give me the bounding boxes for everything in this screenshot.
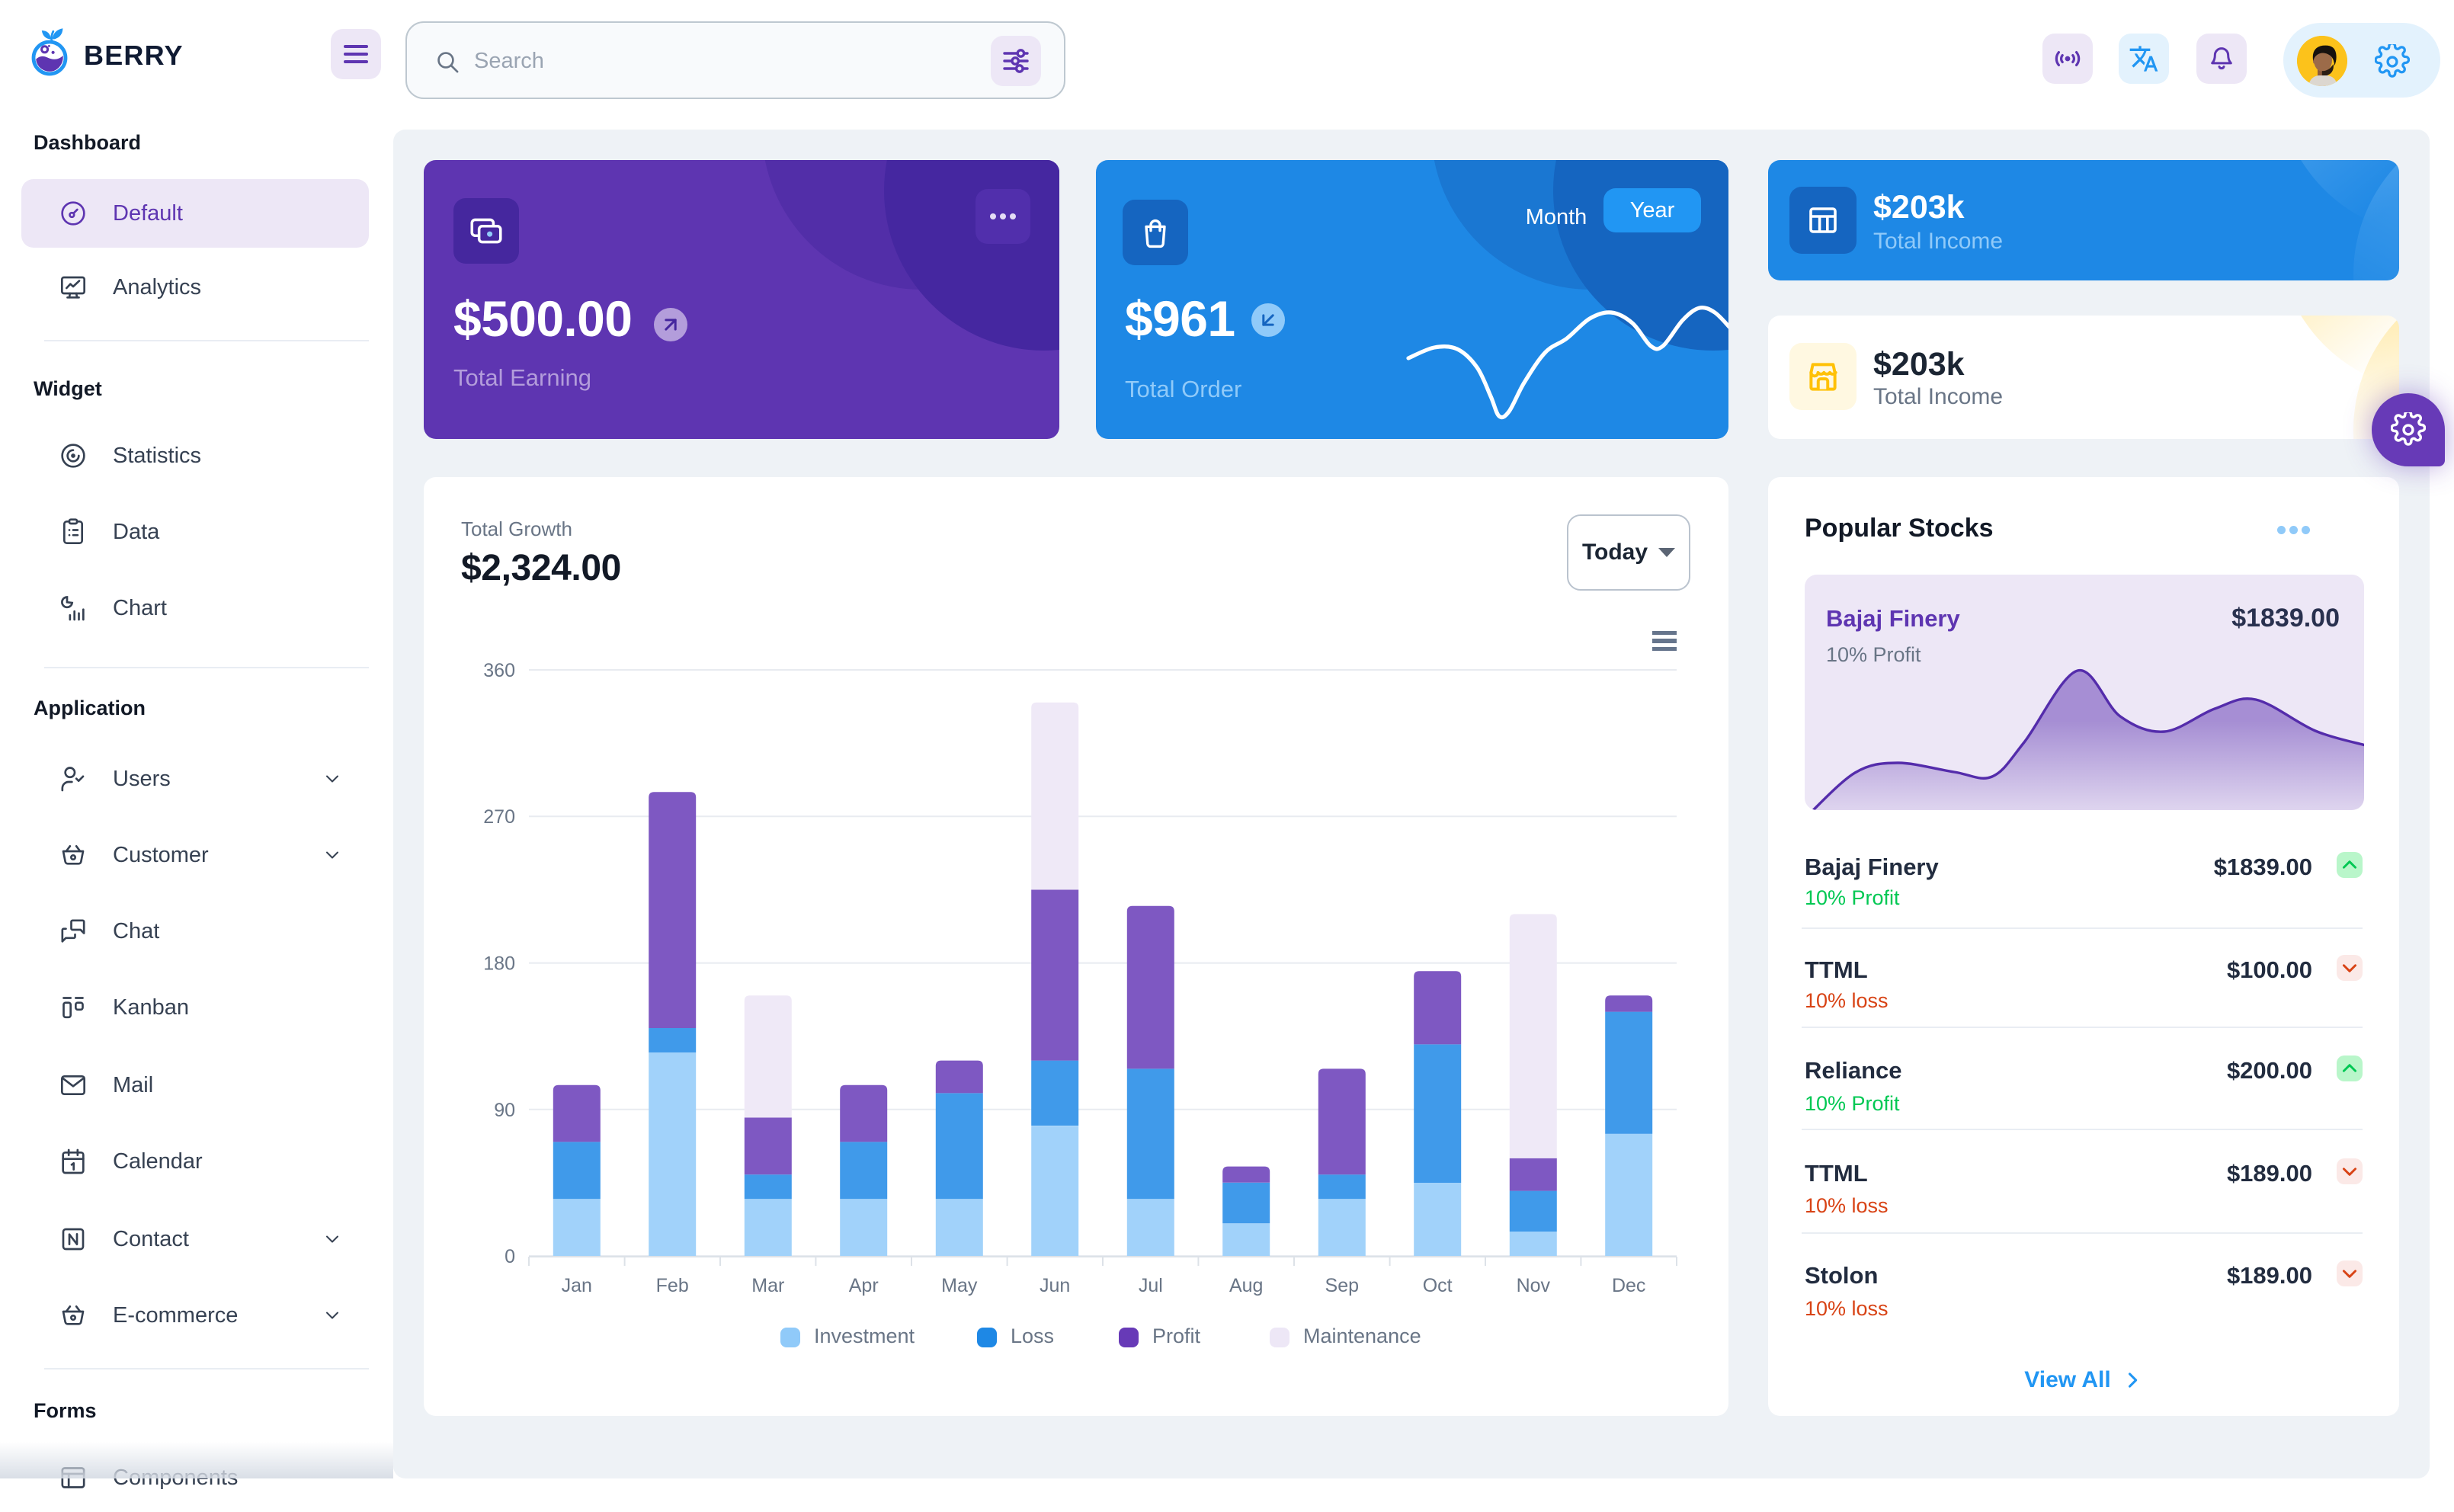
- svg-text:Dec: Dec: [1612, 1275, 1645, 1296]
- svg-text:0: 0: [505, 1246, 515, 1267]
- svg-text:Feb: Feb: [656, 1275, 689, 1296]
- svg-text:90: 90: [494, 1100, 515, 1121]
- svg-text:Jul: Jul: [1139, 1275, 1163, 1296]
- svg-text:180: 180: [483, 953, 515, 974]
- svg-text:Mar: Mar: [751, 1275, 784, 1296]
- svg-text:Jan: Jan: [562, 1275, 592, 1296]
- svg-text:Sep: Sep: [1325, 1275, 1359, 1296]
- svg-text:Jun: Jun: [1040, 1275, 1070, 1296]
- svg-text:Nov: Nov: [1517, 1275, 1551, 1296]
- svg-text:May: May: [941, 1275, 978, 1296]
- svg-text:360: 360: [483, 660, 515, 681]
- svg-text:270: 270: [483, 806, 515, 828]
- svg-text:Apr: Apr: [849, 1275, 879, 1296]
- svg-text:Oct: Oct: [1423, 1275, 1453, 1296]
- svg-text:Aug: Aug: [1229, 1275, 1263, 1296]
